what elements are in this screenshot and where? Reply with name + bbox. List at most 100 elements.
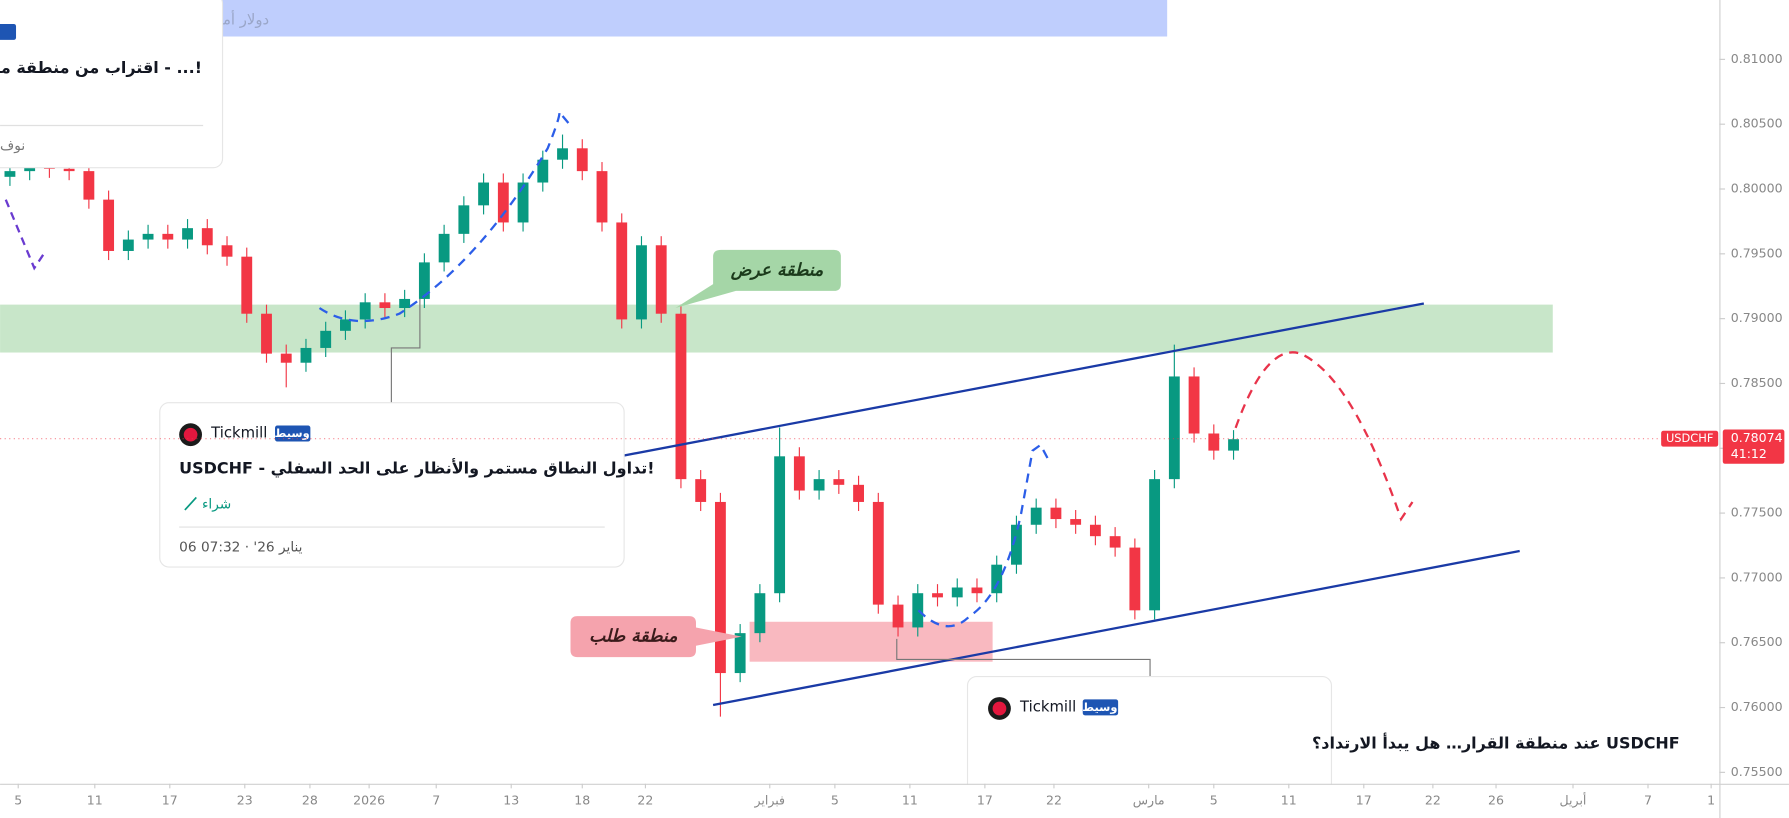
x-tick-label: 22 bbox=[637, 792, 653, 807]
idea-title: USDCHF - تداول النطاق مستمر والأنظار على… bbox=[179, 458, 654, 478]
candle-body bbox=[280, 353, 292, 363]
candle-body bbox=[320, 330, 332, 348]
x-tick-label: 1 bbox=[1707, 792, 1715, 807]
price-axis-bg bbox=[1720, 0, 1789, 818]
x-tick-label: 13 bbox=[503, 792, 519, 807]
x-tick-label: 17 bbox=[162, 792, 178, 807]
y-tick-label: 0.76000 bbox=[1731, 699, 1783, 714]
candle-body bbox=[557, 148, 568, 160]
projection bbox=[1234, 351, 1414, 522]
candle-body bbox=[1070, 519, 1082, 525]
x-tick-label: 11 bbox=[902, 792, 918, 807]
projection bbox=[4, 199, 47, 271]
idea-author: Tickmill bbox=[210, 425, 267, 442]
idea-action: شراء bbox=[202, 496, 231, 512]
candle-body bbox=[675, 313, 687, 480]
candle-body bbox=[300, 347, 312, 363]
candle-body bbox=[63, 168, 75, 172]
y-tick-label: 0.78500 bbox=[1731, 375, 1783, 390]
x-tick-label: 23 bbox=[237, 792, 253, 807]
symbol-tag bbox=[1661, 430, 1719, 447]
logo bbox=[992, 701, 1007, 716]
y-tick-label: 0.81000 bbox=[1731, 51, 1783, 66]
candle-body bbox=[1149, 479, 1161, 611]
supply-zone bbox=[0, 304, 1553, 353]
candle-body bbox=[103, 199, 115, 251]
countdown-label: 41:12 bbox=[1731, 446, 1767, 461]
candles bbox=[4, 134, 1239, 717]
badge bbox=[0, 23, 17, 40]
candle-body bbox=[1168, 376, 1180, 480]
candle-body bbox=[1208, 433, 1220, 451]
candle-body bbox=[1228, 439, 1239, 451]
y-tick-label: 0.80000 bbox=[1731, 181, 1783, 196]
x-tick-label: 5 bbox=[14, 792, 22, 807]
price-tag bbox=[1722, 429, 1785, 464]
candle-body bbox=[83, 171, 95, 200]
y-tick-label: 0.77000 bbox=[1731, 569, 1783, 584]
x-tick-label: 5 bbox=[1210, 792, 1218, 807]
y-tick-label: 0.77500 bbox=[1731, 505, 1783, 520]
idea-author: Tickmill bbox=[1019, 698, 1076, 715]
axes: 0.75500 0.76000 0.76500 0.77000 0.77500 0.780… bbox=[0, 51, 1785, 808]
demand-label: منطقة طلب bbox=[589, 627, 678, 647]
candle-body bbox=[714, 501, 726, 674]
x-tick-label: 18 bbox=[574, 792, 590, 807]
y-tick-label: 0.75500 bbox=[1731, 764, 1783, 779]
x-tick-label: 22 bbox=[1425, 792, 1441, 807]
candle-body bbox=[813, 479, 825, 491]
candle-body bbox=[497, 182, 509, 223]
candle-body bbox=[399, 298, 411, 309]
candle-body bbox=[912, 593, 924, 628]
x-tick-label: 11 bbox=[1281, 792, 1297, 807]
candle-body bbox=[1050, 507, 1062, 520]
symbol-label: USDCHF bbox=[1666, 431, 1713, 445]
logo bbox=[183, 427, 198, 442]
badge-text: وسيط bbox=[275, 426, 310, 440]
idea-footer: نوف bbox=[0, 138, 25, 154]
candle-body bbox=[201, 228, 213, 246]
x-tick-label: 2026 bbox=[353, 792, 385, 807]
idea-card[interactable] bbox=[159, 402, 625, 568]
candle-body bbox=[853, 484, 864, 502]
candle-body bbox=[142, 233, 154, 240]
y-tick-label: 0.80500 bbox=[1731, 116, 1783, 131]
trend-line bbox=[619, 302, 1425, 458]
candle-body bbox=[576, 148, 588, 172]
badge-text: وسيط bbox=[1082, 700, 1117, 714]
idea-title: USDCHF عند منطقة القرار… هل يبدأ الارتدا… bbox=[1312, 732, 1680, 752]
x-tick-label: 7 bbox=[432, 792, 440, 807]
supply-label: منطقة عرض bbox=[730, 260, 824, 280]
candle-body bbox=[4, 171, 16, 177]
candle-body bbox=[537, 159, 549, 183]
candle-body bbox=[892, 604, 904, 628]
candle-body bbox=[596, 171, 608, 223]
idea-title: اقتراب من منطقة مقاومة - ...! bbox=[0, 58, 202, 77]
zone-label-box bbox=[675, 249, 841, 309]
x-tick-label: مارس bbox=[1133, 792, 1165, 808]
candle-body bbox=[458, 205, 470, 234]
price-label: 0.78074 bbox=[1731, 430, 1783, 445]
candle-body bbox=[379, 302, 391, 309]
candle-body bbox=[1030, 507, 1042, 525]
candle-body bbox=[1188, 376, 1200, 434]
candle-body bbox=[122, 239, 134, 251]
candle-body bbox=[1089, 524, 1101, 537]
candle-body bbox=[182, 228, 193, 240]
candle-body bbox=[478, 182, 490, 206]
candle-body bbox=[221, 245, 233, 257]
candle-body bbox=[1011, 524, 1022, 565]
candle-body bbox=[418, 262, 430, 299]
badge bbox=[1082, 699, 1119, 716]
candle-body bbox=[833, 479, 845, 485]
candle-body bbox=[340, 319, 351, 331]
y-tick-label: 0.76500 bbox=[1731, 634, 1783, 649]
candle-body bbox=[655, 245, 667, 314]
candle-body bbox=[793, 456, 805, 491]
candle-body bbox=[971, 587, 983, 594]
candle-body bbox=[438, 233, 450, 263]
idea-card[interactable] bbox=[0, 0, 224, 169]
time-axis-bg bbox=[0, 784, 1789, 818]
candle-body bbox=[1129, 547, 1141, 611]
candle-body bbox=[734, 633, 746, 674]
